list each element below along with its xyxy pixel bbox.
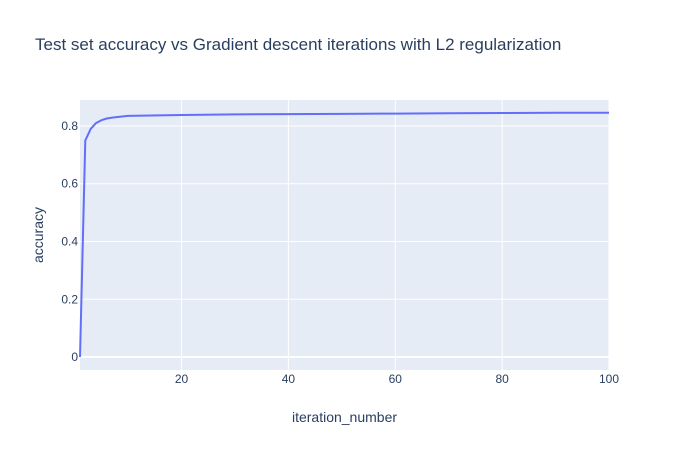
y-tick-label: 0.6 xyxy=(61,177,78,191)
x-tick-label: 40 xyxy=(282,372,296,386)
tick-labels: 20 40 60 80 100 0 0.2 0.4 0.6 0.8 xyxy=(61,119,619,386)
y-tick-label: 0.4 xyxy=(61,234,78,248)
plot-area xyxy=(80,100,609,370)
x-tick-label: 80 xyxy=(495,372,509,386)
chart-title: Test set accuracy vs Gradient descent it… xyxy=(35,35,561,54)
accuracy-series-line xyxy=(79,111,609,358)
y-tick-label: 0.8 xyxy=(61,119,78,133)
y-axis-title: accuracy xyxy=(30,207,46,263)
y-tick-label: 0 xyxy=(71,350,78,364)
series-lines xyxy=(79,111,609,358)
x-axis-title: iteration_number xyxy=(292,409,397,425)
grid-lines xyxy=(80,100,610,370)
y-tick-label: 0.2 xyxy=(61,292,78,306)
x-tick-label: 20 xyxy=(175,372,189,386)
x-tick-label: 60 xyxy=(389,372,403,386)
x-tick-label: 100 xyxy=(599,372,619,386)
